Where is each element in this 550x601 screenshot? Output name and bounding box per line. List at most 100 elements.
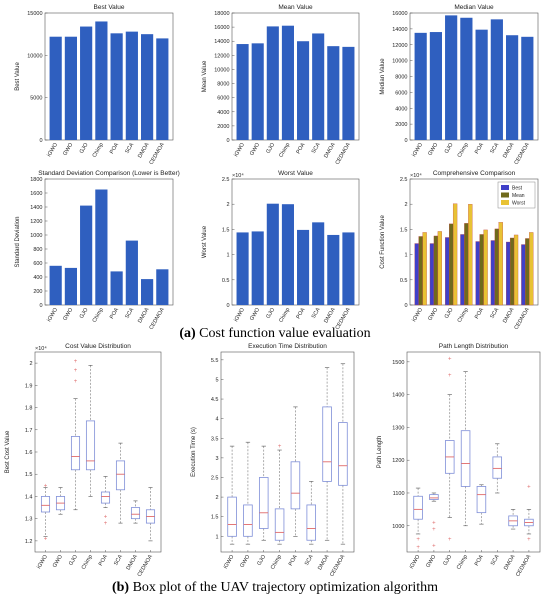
y-tick-label: 1.9 [25,383,33,389]
y-tick-label: 2 [29,361,32,367]
bar-worst [452,203,458,306]
x-tick-label: SCA [311,307,322,320]
y-axis-label: Best Cost Value [5,430,11,473]
y-tick-label: 12000 [392,43,407,49]
caption-a: (a) Cost function value evaluation [0,326,550,342]
chart-comp: 0 0.5 1 1.5 2 2.5×10⁴ Comprehensive Comparison… [380,170,539,331]
y-tick-label: 1.6 [25,450,33,456]
box [130,507,141,520]
y-tick-label: 3.5 [211,436,219,442]
bar [414,32,427,140]
bar [156,269,169,305]
y-tick-label: 0.5 [400,278,408,284]
y-axis-label: Cost Function Value [380,215,386,269]
x-tick-label: Chimp [270,554,283,571]
legend-swatch [501,200,509,205]
x-tick-label: SCA [304,554,315,567]
outlier: + [448,373,452,379]
outlier: + [74,368,78,374]
box [322,406,332,482]
box [85,420,96,471]
y-tick-label: 2000 [217,124,229,130]
x-tick-label: GJO [265,306,276,319]
x-tick-label: POA [98,554,109,567]
bar-worst [529,232,534,306]
chart-title: Path Length Distribution [439,343,509,350]
outlier: + [527,537,531,543]
x-tick-label: POA [474,307,485,320]
bar [110,271,123,305]
bar [460,17,473,141]
y-tick-label: 2.5 [211,475,219,481]
chart-timebox: 1 1.5 2 2.5 3 3.5 4 4.5 5 5.5 Execution Time Distr… [191,343,355,578]
outlier: + [448,357,452,363]
box [306,504,317,541]
bar [125,31,138,141]
legend-swatch [501,192,509,198]
x-tick-label: iGWO [409,553,422,570]
box [258,477,269,529]
bar [80,205,93,305]
chart-pathbox: 1000 1100 1200 1300 1400 1500 Path Length Dist… [377,343,541,578]
bar [297,41,310,140]
plot-frame [231,12,360,141]
x-tick-label: GWO [425,553,437,569]
bar [95,21,108,140]
bar-best [460,234,465,306]
outlier: + [432,527,436,533]
bar [141,34,154,140]
y-tick-label: 8000 [395,75,407,81]
caption-a-text: Cost function value evaluation [195,326,371,341]
x-tick-label: iGWO [36,553,49,570]
bar-best [429,243,435,306]
y-tick-label: 2 [226,202,229,208]
x-tick-label: iGWO [46,306,59,323]
bar-mean [509,237,515,306]
outlier: + [104,521,108,527]
y-tick-label: 1 [215,534,218,540]
x-tick-label: iGWO [411,306,424,323]
x-tick-label: SCA [489,307,500,320]
bar [342,232,355,305]
y-tick-label: 2.5 [222,177,230,183]
bar [312,33,325,140]
bar [429,32,442,140]
bar-worst [422,232,427,306]
outlier: + [74,379,78,385]
y-tick-label: 1.3 [25,517,33,523]
bar [125,240,138,305]
bar [327,46,340,140]
bar-mean [479,234,484,306]
y-tick-label: 14000 [392,27,407,33]
y-tick-label: 10000 [214,67,229,73]
x-tick-label: POA [109,307,120,320]
x-tick-label: Chimp [456,554,469,571]
bar [236,232,249,305]
bar [521,36,534,140]
y-tick-label: 18000 [214,11,229,17]
bar [506,35,519,140]
x-tick-label: SCA [311,142,322,155]
x-tick-label: iGWO [411,141,424,158]
x-tick-label: SCA [490,554,501,567]
legend-swatch [501,185,509,190]
x-tick-label: GWO [52,553,64,569]
y-tick-label: 1.5 [25,472,33,478]
outlier: + [432,543,436,549]
chart-title: Cost Value Distribution [65,343,131,350]
bar [95,189,108,305]
y-tick-label: 4000 [217,110,229,116]
axis-multiplier: ×10⁴ [410,172,422,179]
outlier: + [44,483,48,489]
x-tick-label: GJO [442,553,453,566]
bar [110,33,123,140]
x-tick-label: Chimp [457,307,470,324]
y-tick-label: 400 [33,275,42,281]
bar [156,38,169,140]
y-tick-label: 0 [39,303,42,309]
bar-mean [418,236,423,306]
x-tick-label: GJO [444,306,455,319]
chart-std: 020040060080010001200140016001800Standar… [15,170,180,331]
bar-best [490,240,496,306]
